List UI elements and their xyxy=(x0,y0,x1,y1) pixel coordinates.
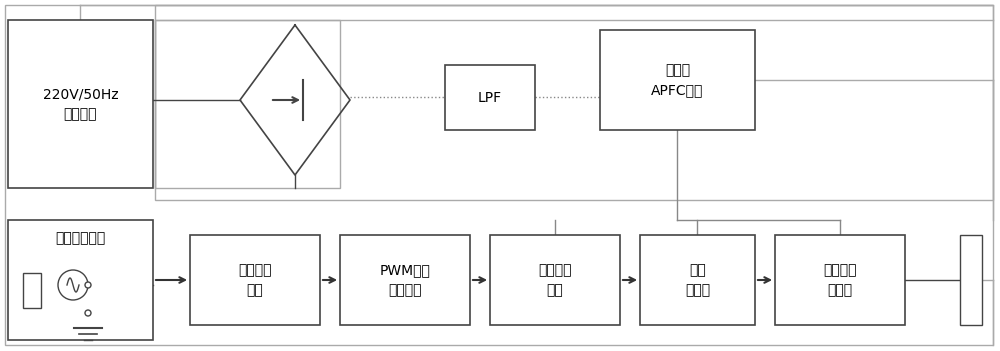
Bar xyxy=(340,235,470,325)
Bar xyxy=(190,235,320,325)
Circle shape xyxy=(85,310,91,316)
Text: 悬浮驱动
模块: 悬浮驱动 模块 xyxy=(538,263,572,297)
Bar xyxy=(8,20,153,188)
Circle shape xyxy=(58,270,88,300)
Text: PWM放大
调制厚膜: PWM放大 调制厚膜 xyxy=(380,263,430,297)
Bar xyxy=(23,273,41,308)
Bar xyxy=(155,5,993,200)
Circle shape xyxy=(85,282,91,288)
Bar xyxy=(155,20,340,188)
Text: 音频信号输入: 音频信号输入 xyxy=(55,231,106,245)
Bar xyxy=(640,235,755,325)
Bar xyxy=(775,235,905,325)
Bar xyxy=(600,30,755,130)
Text: 高压
功率桥: 高压 功率桥 xyxy=(685,263,710,297)
Text: 220V/50Hz
工频电压: 220V/50Hz 工频电压 xyxy=(43,87,118,121)
Text: LPF: LPF xyxy=(478,91,502,105)
Text: 线性隔离
模块: 线性隔离 模块 xyxy=(238,263,272,297)
Bar xyxy=(445,65,535,130)
Bar xyxy=(490,235,620,325)
Bar xyxy=(960,235,982,325)
Bar xyxy=(8,220,153,340)
Text: 巴特沃斯
滤波器: 巴特沃斯 滤波器 xyxy=(823,263,857,297)
Text: 双闭环
APFC电路: 双闭环 APFC电路 xyxy=(651,63,704,97)
